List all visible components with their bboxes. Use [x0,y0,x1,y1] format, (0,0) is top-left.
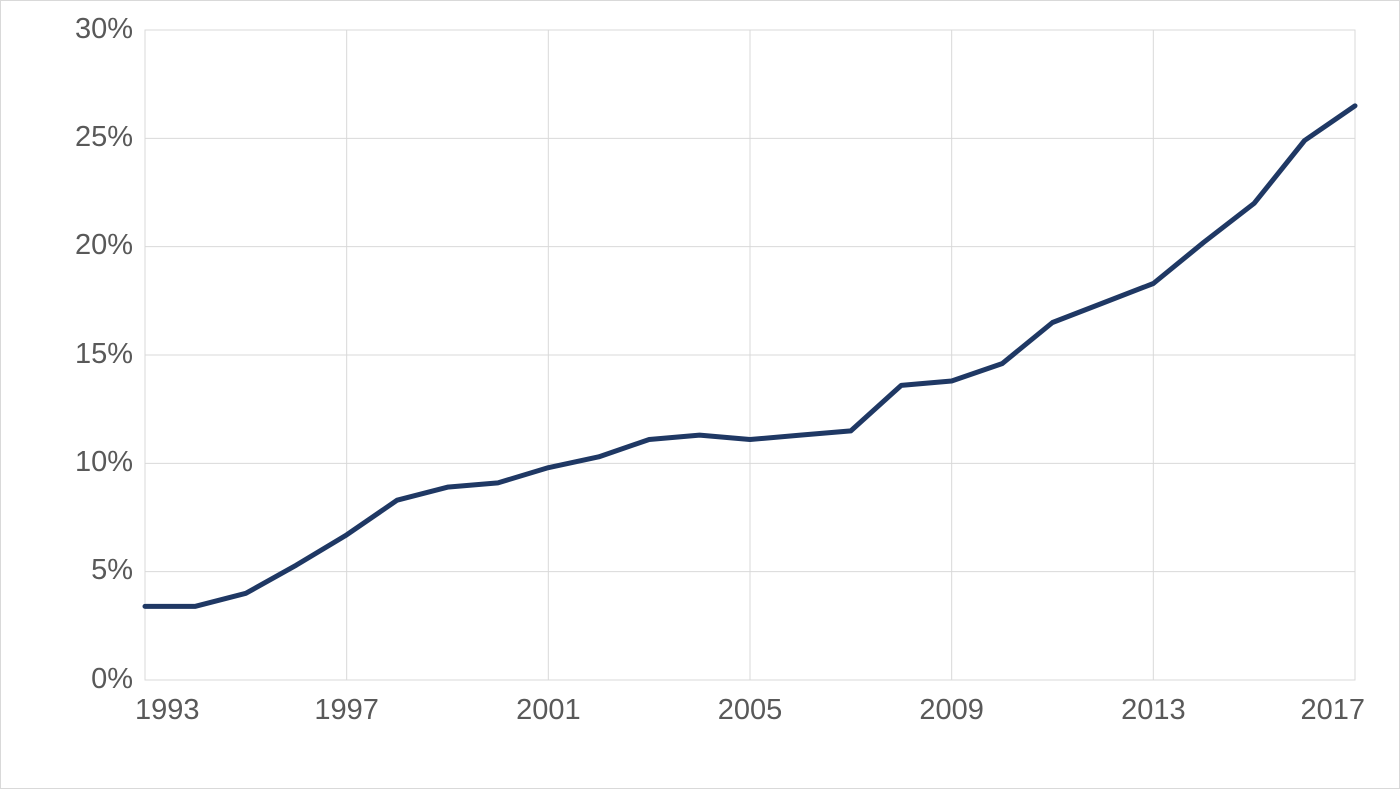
y-axis-tick-label: 0% [91,663,133,696]
x-axis-tick-label: 1993 [135,694,200,727]
y-axis-tick-label: 5% [91,554,133,587]
y-axis-tick-label: 25% [75,121,133,154]
y-axis-tick-label: 30% [75,13,133,46]
y-axis-tick-label: 20% [75,229,133,262]
x-axis-tick-label: 2005 [710,694,790,727]
x-axis-tick-label: 2001 [508,694,588,727]
line-chart: 0% 5% 10% 15% 20% 25% 30% 1993 1997 2001 2005 2009 2… [0,0,1400,789]
x-axis-tick-label: 2013 [1113,694,1193,727]
y-axis-tick-label: 15% [75,338,133,371]
chart-labels-layer: 0% 5% 10% 15% 20% 25% 30% 1993 1997 2001 2005 2009 2… [0,0,1400,789]
x-axis-tick-label: 2017 [1285,694,1365,727]
x-axis-tick-label: 2009 [912,694,992,727]
x-axis-tick-label: 1997 [307,694,387,727]
y-axis-tick-label: 10% [75,446,133,479]
